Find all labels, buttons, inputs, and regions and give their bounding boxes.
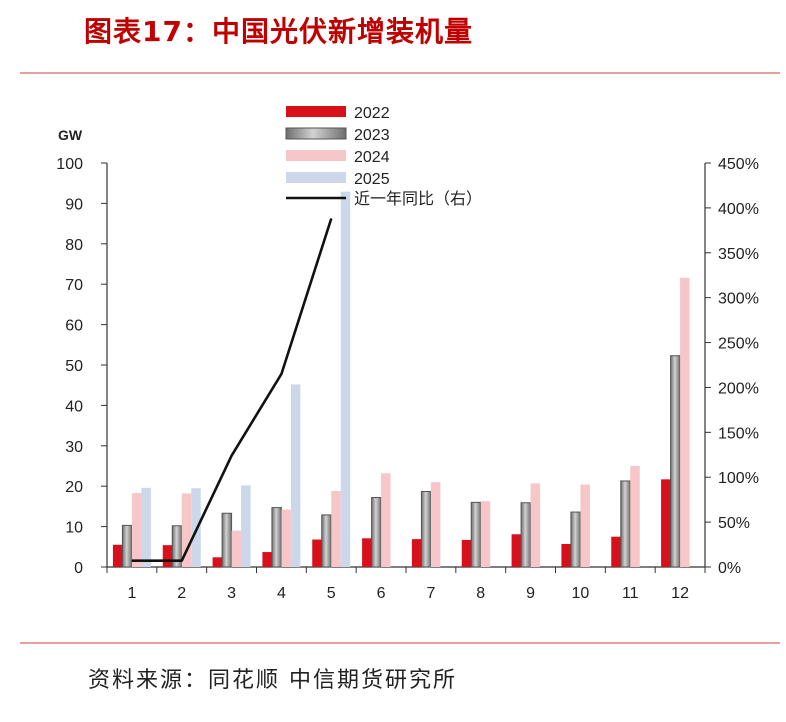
- bar-2023-m4: [271, 507, 282, 568]
- right-tick-label: 200%: [718, 380, 759, 397]
- bar-2025-m5: [340, 191, 351, 567]
- bar-2025-m2: [191, 488, 201, 567]
- left-tick-label: 50: [65, 358, 83, 375]
- legend-swatch-2023: [285, 127, 347, 140]
- bar-2024-m5: [331, 491, 341, 567]
- bar-2023-m5: [321, 514, 332, 568]
- yoy-point-m5: [330, 218, 332, 220]
- bar-2022-m2: [162, 545, 173, 567]
- bar-2024-m12: [680, 277, 690, 567]
- bar-2024-m9: [530, 483, 541, 567]
- bar-2024-m2: [181, 493, 192, 567]
- y-axis-unit: GW: [58, 127, 83, 143]
- bar-2024-m8: [480, 501, 491, 567]
- bar-2022-m8: [461, 539, 472, 567]
- x-tick-label: 8: [476, 585, 485, 602]
- bar-2024-m11: [630, 466, 640, 567]
- bar-2023-m8: [470, 501, 482, 568]
- right-tick-label: 350%: [718, 246, 759, 263]
- x-tick-label: 6: [377, 585, 386, 602]
- right-tick-label: 50%: [718, 515, 750, 532]
- bar-2025-m1: [141, 487, 151, 567]
- bar-2022-m7: [411, 539, 422, 567]
- bar-2024-m10: [580, 484, 590, 567]
- bar-2022-m10: [561, 543, 571, 567]
- left-tick-label: 10: [65, 520, 83, 537]
- page-title: 图表17：中国光伏新增装机量: [84, 15, 473, 48]
- x-tick-label: 5: [327, 585, 336, 602]
- bar-2022-m4: [262, 552, 272, 567]
- yoy-point-m4: [280, 373, 282, 375]
- left-tick-label: 80: [65, 237, 83, 254]
- bar-2024-m4: [281, 509, 291, 567]
- legend-label-2022: 2022: [354, 105, 390, 122]
- x-tick-label: 11: [622, 585, 639, 602]
- left-tick-label: 20: [65, 479, 83, 496]
- legend-swatch-2024: [286, 150, 346, 161]
- bar-2022-m9: [511, 534, 522, 567]
- bar-2023-m3: [221, 512, 233, 568]
- right-tick-label: 150%: [718, 425, 759, 442]
- bar-2022-m12: [661, 479, 671, 567]
- bar-2022-m11: [611, 536, 621, 567]
- bar-2022-m3: [212, 557, 223, 567]
- x-tick-label: 1: [127, 585, 136, 602]
- bar-2023-m11: [620, 480, 631, 568]
- right-tick-label: 100%: [718, 470, 759, 487]
- bar-2022-m6: [362, 538, 372, 567]
- footer-divider: [20, 642, 780, 644]
- legend-swatch-2022: [286, 106, 346, 117]
- yoy-point-m3: [231, 455, 233, 457]
- bar-2022-m1: [112, 544, 123, 567]
- left-tick-label: 70: [65, 277, 83, 294]
- left-tick-label: 30: [65, 439, 83, 456]
- bar-2024-m3: [231, 530, 242, 567]
- legend-label-yoy: 近一年同比（右）: [354, 189, 482, 208]
- title-divider: [20, 72, 780, 74]
- legend-label-2025: 2025: [354, 171, 390, 188]
- left-tick-label: 100: [56, 156, 83, 173]
- legend-label-2023: 2023: [354, 127, 390, 144]
- bar-2023-m6: [371, 497, 382, 568]
- left-tick-label: 60: [65, 318, 83, 335]
- yoy-point-m2: [181, 560, 183, 562]
- left-tick-label: 40: [65, 398, 83, 415]
- bar-2023-m9: [520, 502, 532, 568]
- right-tick-label: 250%: [718, 336, 759, 353]
- bar-2024-m6: [381, 473, 391, 567]
- legend-label-2024: 2024: [354, 149, 390, 166]
- right-tick-label: 400%: [718, 201, 759, 218]
- bar-2022-m5: [312, 539, 322, 567]
- x-tick-label: 9: [526, 585, 535, 602]
- right-tick-label: 0%: [718, 560, 741, 577]
- x-tick-label: 3: [227, 585, 236, 602]
- right-tick-label: 450%: [718, 156, 759, 173]
- x-tick-label: 12: [671, 585, 689, 602]
- left-tick-label: 90: [65, 196, 83, 213]
- x-tick-label: 7: [426, 585, 435, 602]
- bar-2023-m7: [420, 490, 432, 568]
- source-note: 资料来源：同花顺 中信期货研究所: [88, 668, 457, 693]
- yoy-line: [131, 218, 333, 563]
- yoy-point-m1: [131, 560, 133, 562]
- right-tick-label: 300%: [718, 291, 759, 308]
- bar-2025-m4: [290, 384, 301, 567]
- x-tick-label: 10: [572, 585, 590, 602]
- bar-2024-m1: [131, 493, 142, 567]
- bar-2024-m7: [430, 482, 441, 567]
- left-tick-label: 0: [74, 560, 83, 577]
- bar-2025-m3: [241, 485, 251, 567]
- bar-2023-m12: [670, 355, 681, 568]
- x-tick-label: 4: [277, 585, 286, 602]
- x-tick-label: 2: [177, 585, 186, 602]
- bar-2023-m1: [121, 524, 133, 568]
- bar-2023-m10: [570, 511, 581, 568]
- legend-swatch-2025: [286, 172, 346, 183]
